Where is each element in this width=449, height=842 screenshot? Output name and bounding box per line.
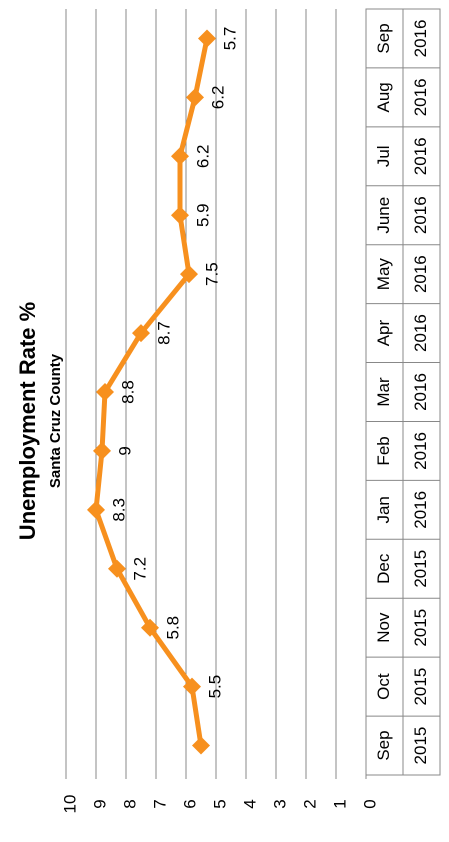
data-label: 5.7 [220, 27, 239, 51]
y-tick-label: 2 [300, 799, 319, 808]
y-tick-label: 6 [180, 799, 199, 808]
y-axis-ticks: 0 1 2 3 4 5 6 7 8 9 10 [60, 795, 379, 814]
data-label: 5.8 [163, 616, 182, 640]
data-point-marker [96, 383, 114, 401]
y-tick-label: 10 [60, 795, 79, 814]
category-year-label: 2016 [411, 373, 430, 411]
category-year-label: 2015 [411, 609, 430, 647]
category-month-label: May [374, 258, 393, 291]
category-month-label: Nov [374, 612, 393, 643]
data-point-marker [192, 736, 210, 755]
data-point-marker [87, 500, 105, 519]
data-label: 7.5 [202, 262, 221, 286]
data-point-marker [108, 559, 126, 578]
category-year-label: 2016 [411, 196, 430, 234]
category-month-label: June [374, 197, 393, 234]
category-year-label: 2016 [411, 314, 430, 352]
category-year-label: 2016 [411, 78, 430, 116]
data-point-marker [93, 441, 111, 460]
category-year-label: 2016 [411, 491, 430, 529]
chart-subtitle: Santa Cruz County [47, 353, 64, 488]
category-year-label: 2016 [411, 255, 430, 293]
y-tick-label: 4 [240, 799, 259, 808]
category-year-label: 2016 [411, 137, 430, 175]
data-label: 8.7 [154, 321, 173, 345]
data-label: 6.2 [193, 144, 212, 168]
category-month-label: Apr [374, 320, 393, 347]
chart-title: Unemployment Rate % [15, 302, 40, 540]
y-tick-label: 1 [330, 799, 349, 808]
data-point-marker [171, 147, 189, 166]
data-label: 5.5 [205, 675, 224, 699]
category-month-label: Feb [374, 436, 393, 465]
y-tick-label: 0 [360, 799, 379, 808]
y-tick-label: 5 [210, 799, 229, 808]
category-year-label: 2016 [411, 20, 430, 58]
series-unemployment-rate [87, 29, 216, 755]
data-labels: 5.55.87.28.398.88.77.55.96.26.25.75.3 [109, 27, 239, 699]
category-month-label: Oct [374, 673, 393, 700]
y-tick-label: 7 [150, 799, 169, 808]
data-point-marker [171, 206, 189, 225]
y-tick-label: 8 [120, 799, 139, 808]
data-point-marker [183, 677, 201, 696]
data-label: 8.3 [109, 498, 128, 522]
data-point-marker [141, 618, 159, 637]
data-point-marker [186, 88, 204, 107]
category-year-label: 2015 [411, 668, 430, 706]
data-label: 9 [115, 446, 134, 455]
category-table: Sep 2015 Oct 2015 Nov 2015 Dec 2015 Jan 2016 Feb 20… [365, 8, 441, 776]
data-label: 5.9 [193, 203, 212, 227]
category-month-label: Jul [374, 145, 393, 167]
category-year-label: 2015 [411, 727, 430, 765]
data-point-marker [132, 324, 150, 343]
data-label: 7.2 [130, 557, 149, 581]
category-month-label: Mar [374, 377, 393, 407]
data-label: 6.2 [208, 86, 227, 110]
y-tick-label: 3 [270, 799, 289, 808]
category-year-label: 2016 [411, 432, 430, 470]
category-month-label: Sep [374, 730, 393, 760]
category-month-label: Jan [374, 496, 393, 523]
category-month-label: Dec [374, 553, 393, 584]
y-tick-label: 9 [90, 799, 109, 808]
data-point-marker [198, 29, 216, 48]
category-month-label: Aug [374, 82, 393, 112]
category-month-label: Sep [374, 23, 393, 53]
data-point-marker [180, 265, 198, 284]
data-label: 8.8 [118, 380, 137, 404]
category-year-label: 2015 [411, 550, 430, 588]
